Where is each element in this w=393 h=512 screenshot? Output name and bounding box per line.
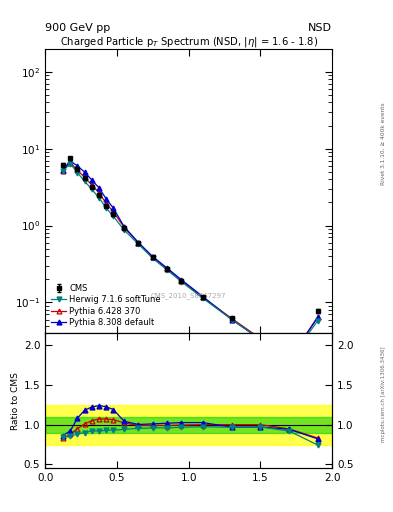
Pythia 8.308 default <box>111 205 116 211</box>
Text: mcplots.cern.ch [arXiv:1306.3436]: mcplots.cern.ch [arXiv:1306.3436] <box>381 347 386 442</box>
Herwig 7.1.6 softTune <box>201 295 206 302</box>
Herwig 7.1.6 softTune <box>179 279 184 285</box>
Herwig 7.1.6 softTune <box>258 336 263 343</box>
Pythia 8.308 default <box>104 196 108 202</box>
Herwig 7.1.6 softTune <box>287 357 292 364</box>
Herwig 7.1.6 softTune <box>90 186 94 193</box>
Herwig 7.1.6 softTune <box>315 317 320 324</box>
Pythia 8.308 default <box>287 357 292 363</box>
Herwig 7.1.6 softTune <box>122 227 127 233</box>
Herwig 7.1.6 softTune <box>75 170 80 176</box>
Pythia 6.428 370 <box>258 335 263 342</box>
Line: Pythia 8.308 default: Pythia 8.308 default <box>61 159 320 362</box>
Herwig 7.1.6 softTune <box>136 241 141 247</box>
Pythia 6.428 370 <box>179 278 184 284</box>
Pythia 8.308 default <box>165 265 169 271</box>
Herwig 7.1.6 softTune <box>104 205 108 211</box>
Pythia 6.428 370 <box>151 254 155 261</box>
Pythia 8.308 default <box>90 177 94 183</box>
Pythia 6.428 370 <box>90 182 94 188</box>
Pythia 6.428 370 <box>104 200 108 206</box>
Pythia 8.308 default <box>97 185 101 191</box>
Herwig 7.1.6 softTune <box>97 195 101 201</box>
Pythia 8.308 default <box>122 224 127 230</box>
Pythia 8.308 default <box>136 240 141 246</box>
Pythia 6.428 370 <box>136 240 141 246</box>
Pythia 8.308 default <box>315 314 320 321</box>
Pythia 6.428 370 <box>201 294 206 301</box>
Text: NSD: NSD <box>308 23 332 33</box>
Text: CMS_2010_S8547297: CMS_2010_S8547297 <box>151 293 226 300</box>
Text: Rivet 3.1.10, ≥ 400k events: Rivet 3.1.10, ≥ 400k events <box>381 102 386 185</box>
Y-axis label: Ratio to CMS: Ratio to CMS <box>11 372 20 430</box>
Pythia 8.308 default <box>201 293 206 300</box>
Bar <box>45 417 332 433</box>
Pythia 8.308 default <box>75 163 80 169</box>
Pythia 8.308 default <box>151 253 155 260</box>
Pythia 6.428 370 <box>165 266 169 272</box>
Pythia 8.308 default <box>82 169 87 175</box>
Pythia 6.428 370 <box>230 315 234 322</box>
Title: Charged Particle p$_T$ Spectrum (NSD, $|\eta|$ = 1.6 - 1.8): Charged Particle p$_T$ Spectrum (NSD, $|… <box>59 35 318 49</box>
Pythia 6.428 370 <box>82 174 87 180</box>
Herwig 7.1.6 softTune <box>230 316 234 323</box>
Pythia 6.428 370 <box>68 159 73 165</box>
Line: Pythia 6.428 370: Pythia 6.428 370 <box>61 160 320 362</box>
Pythia 8.308 default <box>61 166 66 173</box>
Pythia 8.308 default <box>179 277 184 283</box>
Pythia 6.428 370 <box>287 357 292 363</box>
Herwig 7.1.6 softTune <box>111 213 116 219</box>
Line: Herwig 7.1.6 softTune: Herwig 7.1.6 softTune <box>61 161 320 363</box>
Pythia 8.308 default <box>258 336 263 343</box>
Herwig 7.1.6 softTune <box>61 167 66 174</box>
Pythia 6.428 370 <box>61 168 66 174</box>
Legend: CMS, Herwig 7.1.6 softTune, Pythia 6.428 370, Pythia 8.308 default: CMS, Herwig 7.1.6 softTune, Pythia 6.428… <box>50 282 163 329</box>
Text: 900 GeV pp: 900 GeV pp <box>45 23 110 33</box>
Herwig 7.1.6 softTune <box>151 255 155 262</box>
Herwig 7.1.6 softTune <box>68 160 73 166</box>
Herwig 7.1.6 softTune <box>82 178 87 184</box>
Pythia 6.428 370 <box>315 314 320 320</box>
Pythia 6.428 370 <box>122 224 127 230</box>
Pythia 8.308 default <box>68 158 73 164</box>
Pythia 6.428 370 <box>75 167 80 174</box>
Herwig 7.1.6 softTune <box>165 267 169 273</box>
Pythia 6.428 370 <box>111 209 116 215</box>
Pythia 6.428 370 <box>97 189 101 196</box>
Pythia 8.308 default <box>230 316 234 323</box>
Bar <box>45 405 332 444</box>
